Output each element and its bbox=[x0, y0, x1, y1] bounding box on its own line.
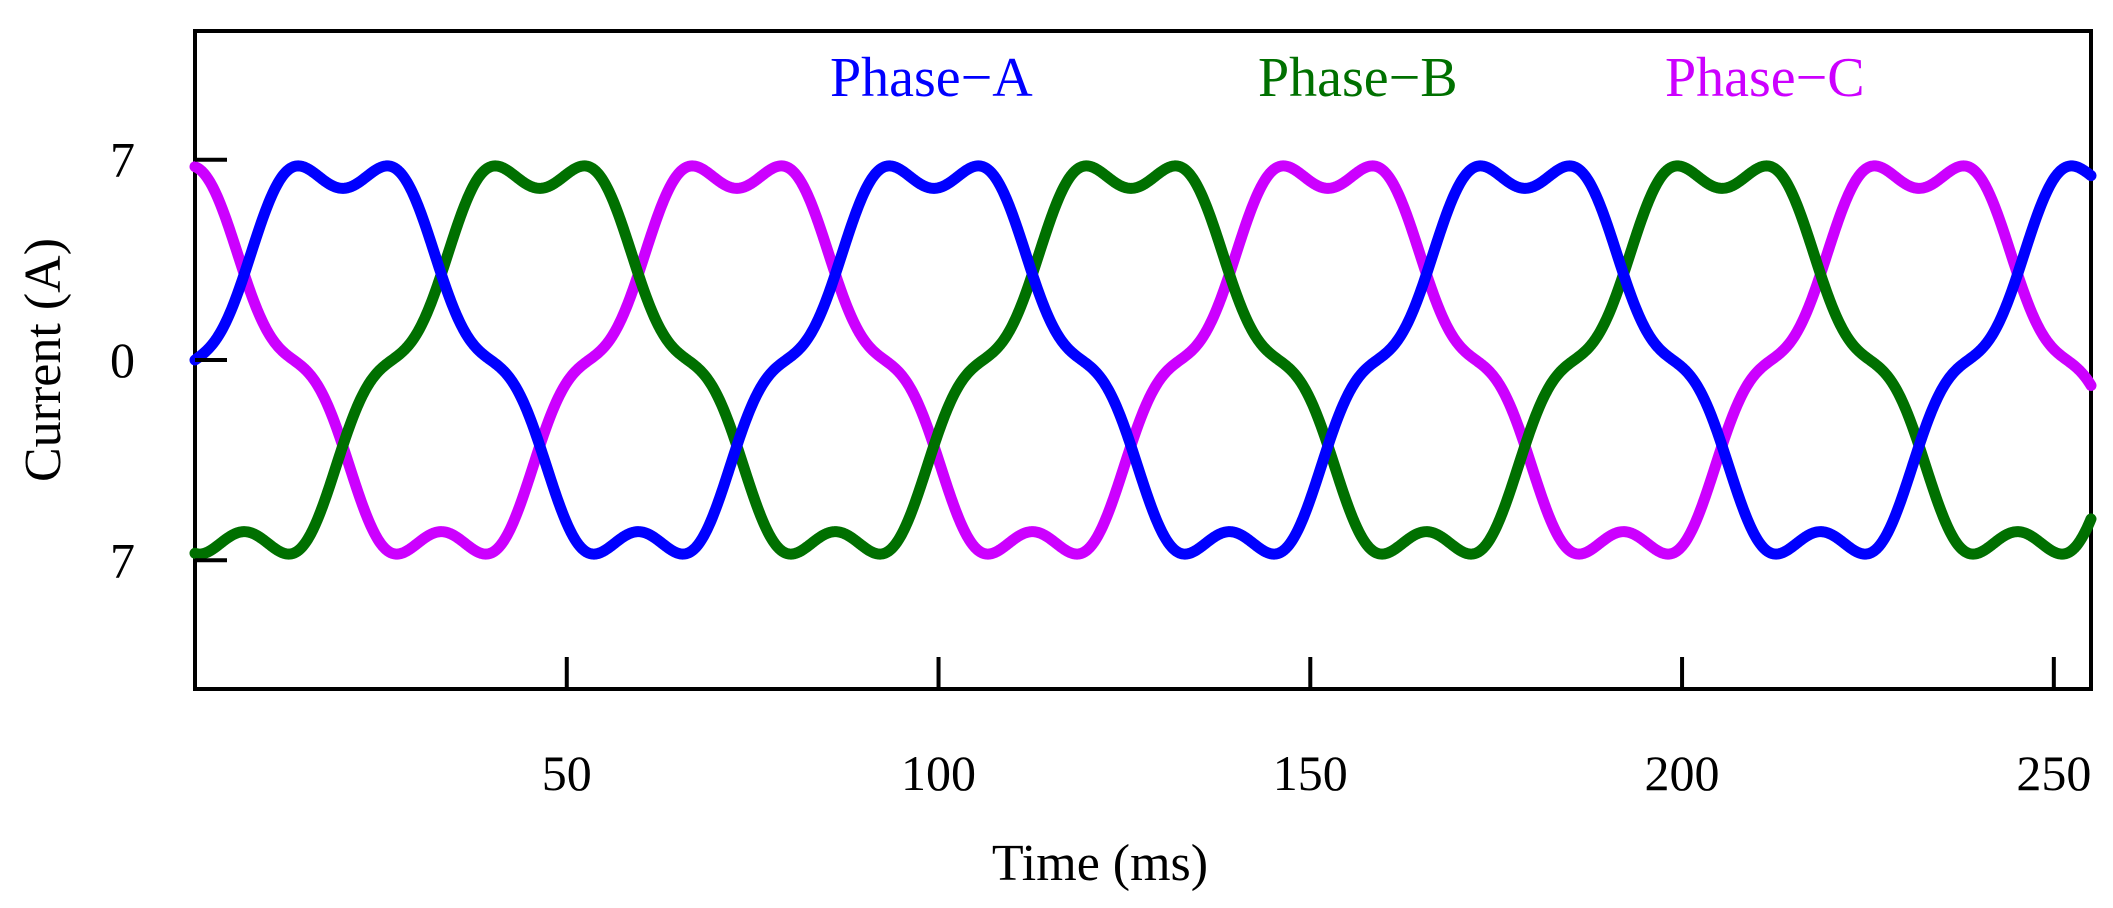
legend-phase-b: Phase−B bbox=[1258, 47, 1458, 109]
x-tick-label: 250 bbox=[2016, 745, 2091, 801]
x-tick-label: 200 bbox=[1645, 745, 1720, 801]
series-line-phase-b bbox=[189, 160, 2097, 560]
legend-phase-a: Phase−A bbox=[830, 47, 1033, 109]
series-line-phase-a bbox=[189, 160, 2097, 560]
x-tick-label: 150 bbox=[1273, 745, 1348, 801]
x-axis-label: Time (ms) bbox=[992, 835, 1208, 892]
tick-layer: 50 100 150 200 250 7 0 7 bbox=[110, 132, 2091, 801]
series-line-phase-c bbox=[189, 160, 2097, 560]
y-tick-label: 0 bbox=[110, 332, 135, 388]
y-axis-label: Current (A) bbox=[15, 238, 72, 482]
plot-frame bbox=[193, 29, 2093, 691]
legend-phase-c: Phase−C bbox=[1665, 47, 1865, 109]
y-tick-label: 7 bbox=[110, 132, 135, 188]
series-layer bbox=[189, 160, 2097, 560]
x-tick-label: 50 bbox=[542, 745, 592, 801]
x-tick-label: 100 bbox=[901, 745, 976, 801]
y-tick-label: 7 bbox=[110, 532, 135, 588]
